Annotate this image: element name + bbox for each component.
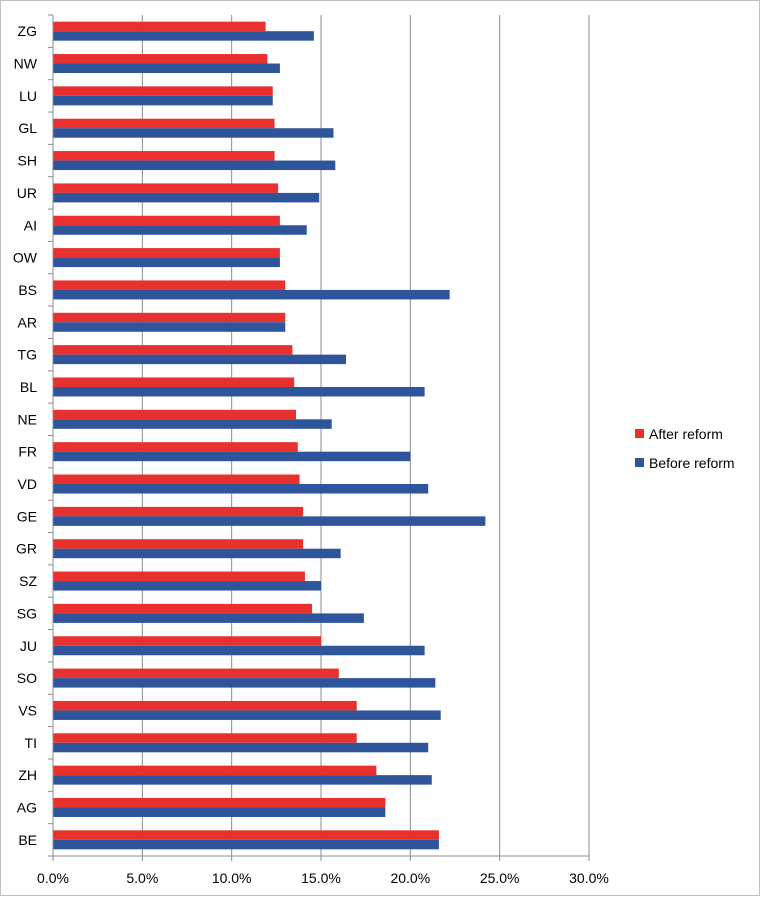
bar-after-gl <box>53 118 275 129</box>
bar-after-ge <box>53 506 304 517</box>
bar-after-ur <box>53 183 279 193</box>
legend: After reform Before reform <box>635 426 735 471</box>
bar-before-ag <box>53 807 386 817</box>
bar-before-ne <box>53 419 332 429</box>
bar-before-tg <box>53 354 347 365</box>
y-tick-label: ZH <box>18 767 37 783</box>
bar-after-sh <box>53 151 275 161</box>
bar-after-zg <box>53 21 266 32</box>
y-tick-label: GR <box>16 541 37 557</box>
y-tick-label: UR <box>17 185 37 201</box>
bar-before-zh <box>53 775 432 785</box>
bar-before-nw <box>53 63 280 74</box>
x-tick-label: 15.0% <box>301 870 341 886</box>
bar-before-sg <box>53 613 364 623</box>
bar-after-ag <box>53 797 386 808</box>
bar-before-gl <box>53 128 334 138</box>
legend-label-before: Before reform <box>649 455 735 471</box>
y-tick-label: VD <box>18 476 37 492</box>
bar-before-sh <box>53 160 336 171</box>
y-tick-label: SO <box>17 670 37 686</box>
bar-after-so <box>53 668 339 679</box>
bar-after-gr <box>53 539 304 549</box>
bar-before-ai <box>53 225 307 235</box>
bar-before-ur <box>53 192 320 203</box>
bar-after-ow <box>53 248 280 258</box>
bar-after-vd <box>53 474 300 485</box>
bar-before-ar <box>53 322 286 332</box>
bar-before-vd <box>53 484 429 494</box>
y-tick-label: NW <box>14 56 38 72</box>
bar-after-lu <box>53 86 273 96</box>
bar-before-be <box>53 839 439 850</box>
x-tick-label: 30.0% <box>569 870 609 886</box>
bar-before-fr <box>53 451 411 462</box>
bar-before-zg <box>53 31 314 41</box>
y-tick-label: GL <box>18 120 37 136</box>
y-tick-label: AR <box>18 314 37 330</box>
y-tick-label: TG <box>18 347 37 363</box>
bar-after-bl <box>53 377 295 387</box>
gridlines <box>141 15 590 856</box>
legend-label-after: After reform <box>649 426 723 442</box>
legend-swatch-after <box>635 429 644 438</box>
bar-after-ju <box>53 636 321 646</box>
x-tick-label: 10.0% <box>212 870 252 886</box>
bar-before-bs <box>53 289 450 300</box>
y-tick-label: VS <box>18 702 37 718</box>
x-tick-label: 25.0% <box>480 870 520 886</box>
bar-after-sg <box>53 603 313 614</box>
bar-before-ow <box>53 257 280 268</box>
bar-before-lu <box>53 95 273 106</box>
y-tick-label: FR <box>18 444 37 460</box>
y-tick-label: TI <box>25 735 37 751</box>
bar-before-so <box>53 678 436 688</box>
bars <box>53 21 486 850</box>
bar-after-vs <box>53 700 357 711</box>
bar-after-nw <box>53 54 268 64</box>
axes: 0.0% 5.0% 10.0% 15.0% 20.0% 25.0% 30.0% ZG NW LU G… <box>13 14 609 886</box>
y-tick-label: AI <box>24 217 37 233</box>
y-tick-label: SZ <box>19 573 37 589</box>
bar-after-ar <box>53 312 286 323</box>
bar-before-bl <box>53 386 425 397</box>
bar-after-ai <box>53 215 280 226</box>
legend-swatch-before <box>635 458 644 467</box>
bar-before-ju <box>53 645 425 656</box>
bar-after-sz <box>53 571 305 582</box>
bar-before-ti <box>53 742 429 753</box>
bar-after-ne <box>53 409 296 420</box>
y-tick-label: BL <box>20 379 37 395</box>
bar-after-fr <box>53 442 298 452</box>
y-tick-label: BE <box>18 832 37 848</box>
bar-before-sz <box>53 581 321 591</box>
y-tick-label: SH <box>18 153 37 169</box>
bar-after-be <box>53 830 439 840</box>
y-tick-label: JU <box>20 638 37 654</box>
bar-before-ge <box>53 516 486 526</box>
x-tick-label: 20.0% <box>390 870 430 886</box>
bar-after-tg <box>53 345 293 355</box>
y-tick-label: AG <box>17 799 37 815</box>
bar-after-ti <box>53 733 357 743</box>
y-tick-label: GE <box>17 508 37 524</box>
x-tick-label: 5.0% <box>126 870 158 886</box>
y-tick-label: SG <box>17 605 37 621</box>
y-tick-label: ZG <box>18 23 37 39</box>
bar-before-gr <box>53 548 341 559</box>
y-tick-label: BS <box>18 282 37 298</box>
x-tick-label: 0.0% <box>37 870 69 886</box>
y-tick-label: OW <box>13 250 38 266</box>
y-tick-label: NE <box>18 411 37 427</box>
bar-after-bs <box>53 280 286 290</box>
bar-after-zh <box>53 765 377 776</box>
y-tick-label: LU <box>19 88 37 104</box>
bar-before-vs <box>53 710 441 720</box>
